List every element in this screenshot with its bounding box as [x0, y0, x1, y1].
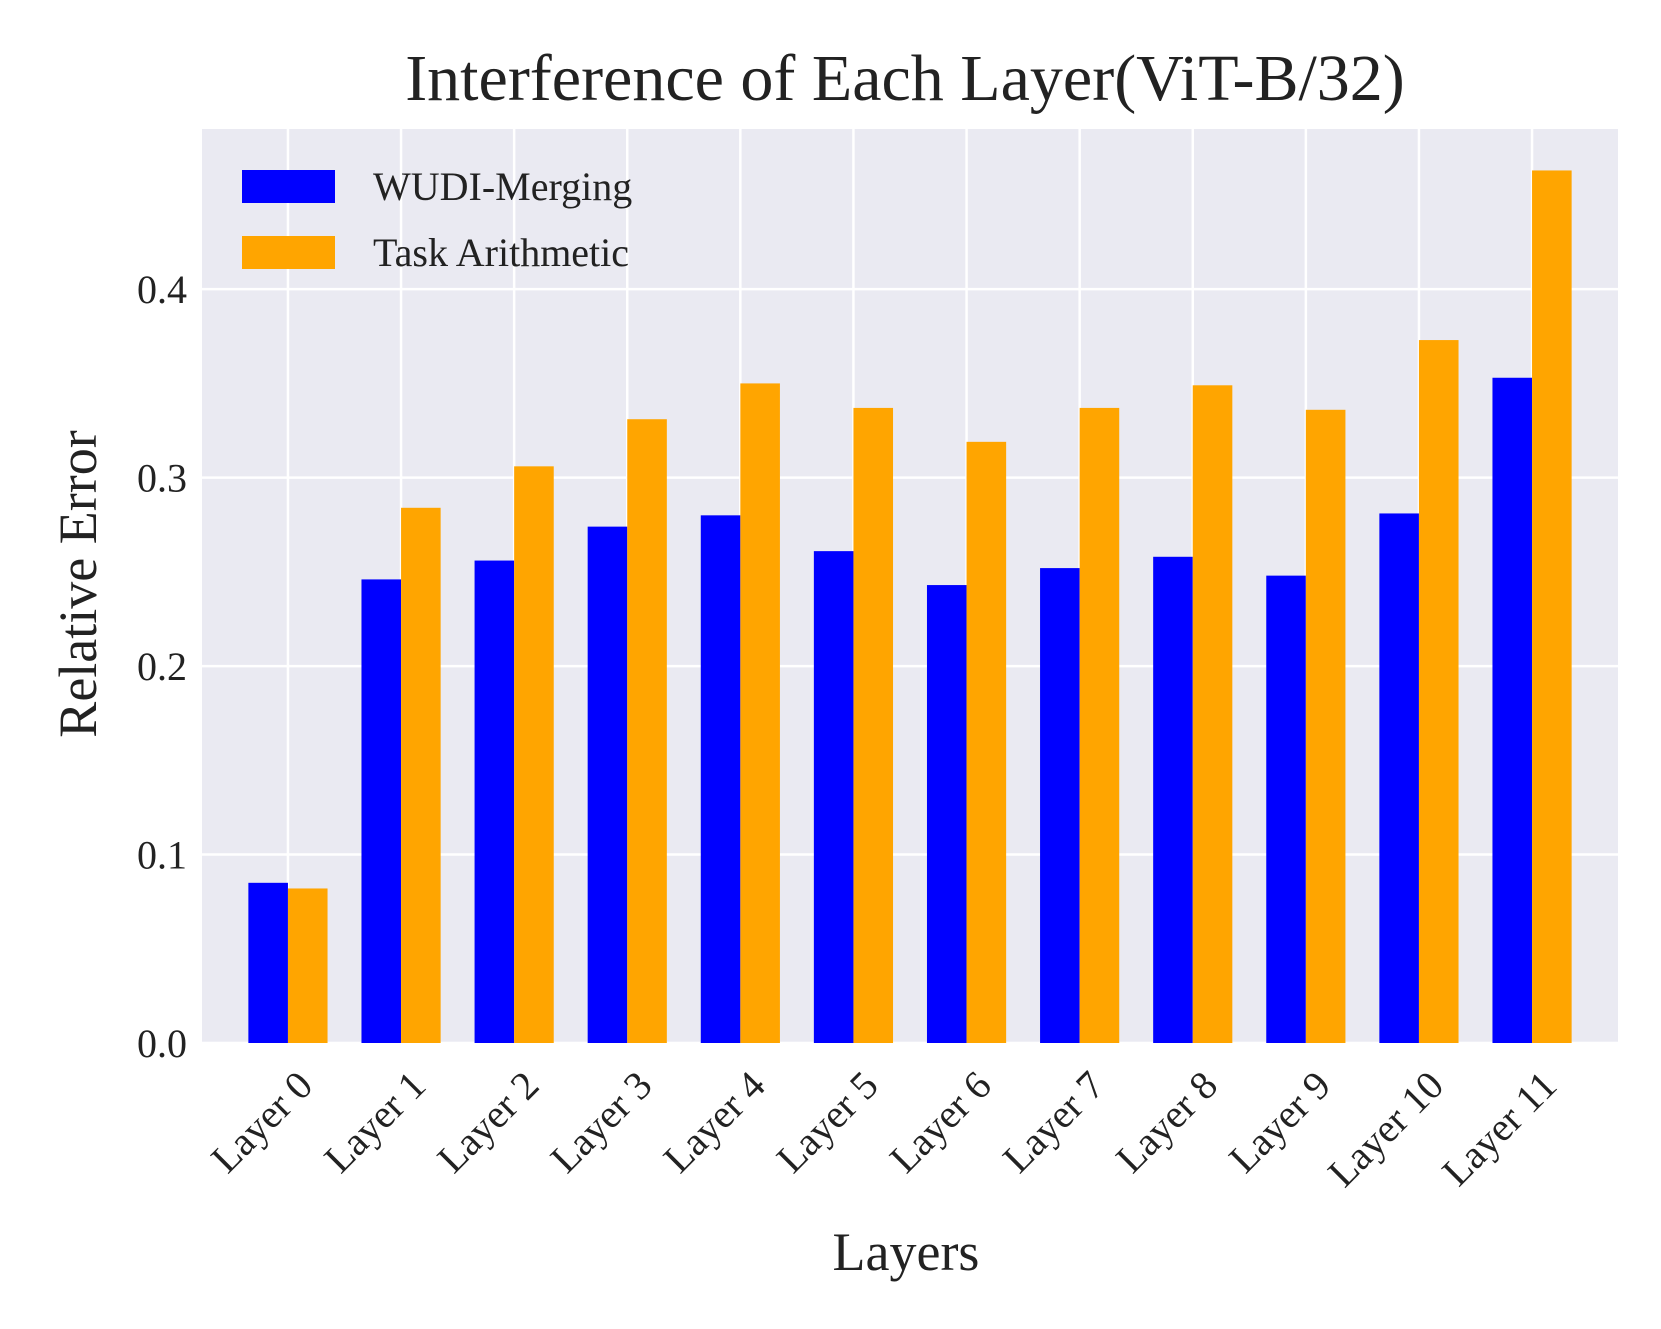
x-tick-label: Layer 11 [1433, 1062, 1565, 1194]
bar-wudi-merging [1492, 377, 1533, 1043]
bar-wudi-merging [813, 551, 854, 1043]
y-tick-label: 0.4 [137, 267, 187, 312]
bar-wudi-merging [1040, 568, 1080, 1043]
y-axis-label: Relative Error [48, 430, 108, 737]
y-tick-label: 0.2 [137, 644, 187, 689]
bar-task-arithmetic [514, 466, 554, 1043]
bar-wudi-merging [587, 526, 628, 1043]
x-tick-label: Layer 4 [655, 1062, 774, 1181]
y-tick-labels: 0.0 0.1 0.2 0.3 0.4 [137, 267, 187, 1066]
legend-swatch-wudi-merging [242, 170, 335, 203]
bar-task-arithmetic [1418, 340, 1459, 1043]
x-tick-label: Layer 10 [1319, 1062, 1452, 1195]
bar-wudi-merging [248, 882, 288, 1043]
x-tick-label: Layer 1 [315, 1062, 434, 1181]
bar-wudi-merging [700, 515, 741, 1043]
legend: WUDI-Merging Task Arithmetic [242, 164, 632, 275]
x-tick-label: Layer 6 [881, 1062, 1000, 1181]
x-tick-label: Layer 5 [768, 1062, 887, 1181]
x-tick-label: Layer 3 [542, 1062, 661, 1181]
bar-task-arithmetic [627, 419, 667, 1043]
bar-task-arithmetic [1532, 170, 1572, 1044]
bars [248, 170, 1572, 1044]
y-tick-label: 0.3 [137, 456, 187, 501]
x-tick-label: Layer 7 [994, 1062, 1113, 1181]
x-tick-label: Layer 0 [202, 1062, 321, 1181]
x-tick-label: Layer 2 [428, 1062, 547, 1181]
x-tick-label: Layer 8 [1107, 1062, 1226, 1181]
bar-task-arithmetic [1079, 407, 1120, 1043]
bar-wudi-merging [1379, 513, 1419, 1043]
chart-title: Interference of Each Layer(ViT-B/32) [405, 42, 1405, 115]
bar-task-arithmetic [966, 441, 1007, 1043]
legend-label-wudi-merging: WUDI-Merging [373, 164, 632, 209]
bar-task-arithmetic [1305, 409, 1346, 1043]
bar-wudi-merging [474, 560, 515, 1043]
bar-task-arithmetic [853, 407, 894, 1043]
bar-task-arithmetic [1192, 385, 1233, 1044]
bar-task-arithmetic [401, 507, 441, 1043]
y-tick-label: 0.1 [137, 833, 187, 878]
bar-wudi-merging [926, 585, 967, 1043]
bar-task-arithmetic [287, 888, 328, 1043]
bar-wudi-merging [1153, 556, 1193, 1043]
bar-wudi-merging [361, 579, 402, 1043]
y-tick-label: 0.0 [137, 1021, 187, 1066]
bar-task-arithmetic [740, 383, 780, 1044]
legend-label-task-arithmetic: Task Arithmetic [373, 230, 629, 275]
x-axis-label: Layers [833, 1222, 980, 1282]
legend-swatch-task-arithmetic [242, 236, 335, 269]
bar-wudi-merging [1266, 575, 1306, 1043]
